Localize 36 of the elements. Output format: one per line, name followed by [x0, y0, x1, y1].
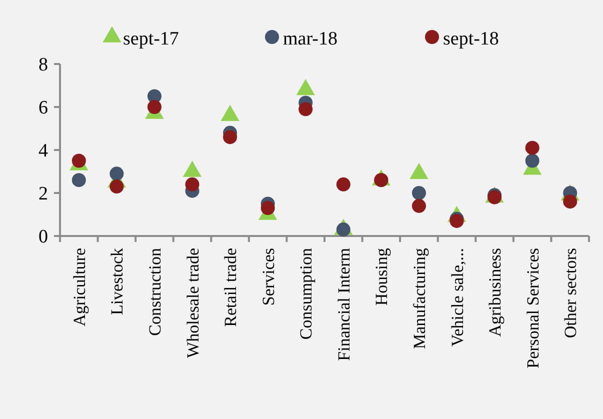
y-tick-label: 0	[38, 226, 48, 248]
point	[563, 194, 578, 209]
legend-label: sept-17	[123, 28, 179, 50]
point	[525, 154, 540, 168]
legend-label: mar-18	[283, 28, 338, 50]
x-tick-label: Manufacturing	[410, 248, 429, 350]
y-tick-label: 8	[38, 54, 48, 76]
point	[223, 130, 238, 144]
x-tick-label: Retail trade	[221, 248, 240, 327]
point	[336, 177, 350, 192]
x-tick-label: Personal Services	[523, 248, 542, 368]
point	[147, 100, 162, 114]
point	[72, 173, 86, 188]
point	[412, 198, 426, 213]
x-tick-label: Wholesale trade	[183, 248, 202, 358]
x-tick-label: Agriculture	[70, 248, 89, 326]
y-tick-label: 2	[38, 184, 48, 205]
x-tick-label: Construction	[145, 248, 164, 336]
point	[110, 180, 124, 194]
x-tick-label: Consumption	[296, 248, 316, 340]
point	[298, 102, 313, 116]
x-tick-label: Housing	[372, 248, 392, 306]
y-tick-label: 6	[38, 98, 48, 119]
y-tick-label: 4	[38, 140, 48, 162]
x-tick-label: Other sectors	[561, 248, 580, 338]
x-tick-label: Vehicle sale,...	[448, 248, 467, 347]
x-tick-label: Financial Interm	[334, 248, 354, 361]
point	[525, 140, 540, 155]
point	[260, 201, 275, 216]
legend-label: sept-18	[443, 28, 499, 50]
point	[185, 177, 200, 192]
x-tick-label: Livestock	[108, 248, 127, 316]
point	[110, 166, 124, 181]
x-tick-label: Agribusiness	[486, 248, 505, 337]
point	[412, 186, 426, 200]
x-tick-label: Services	[258, 248, 278, 306]
